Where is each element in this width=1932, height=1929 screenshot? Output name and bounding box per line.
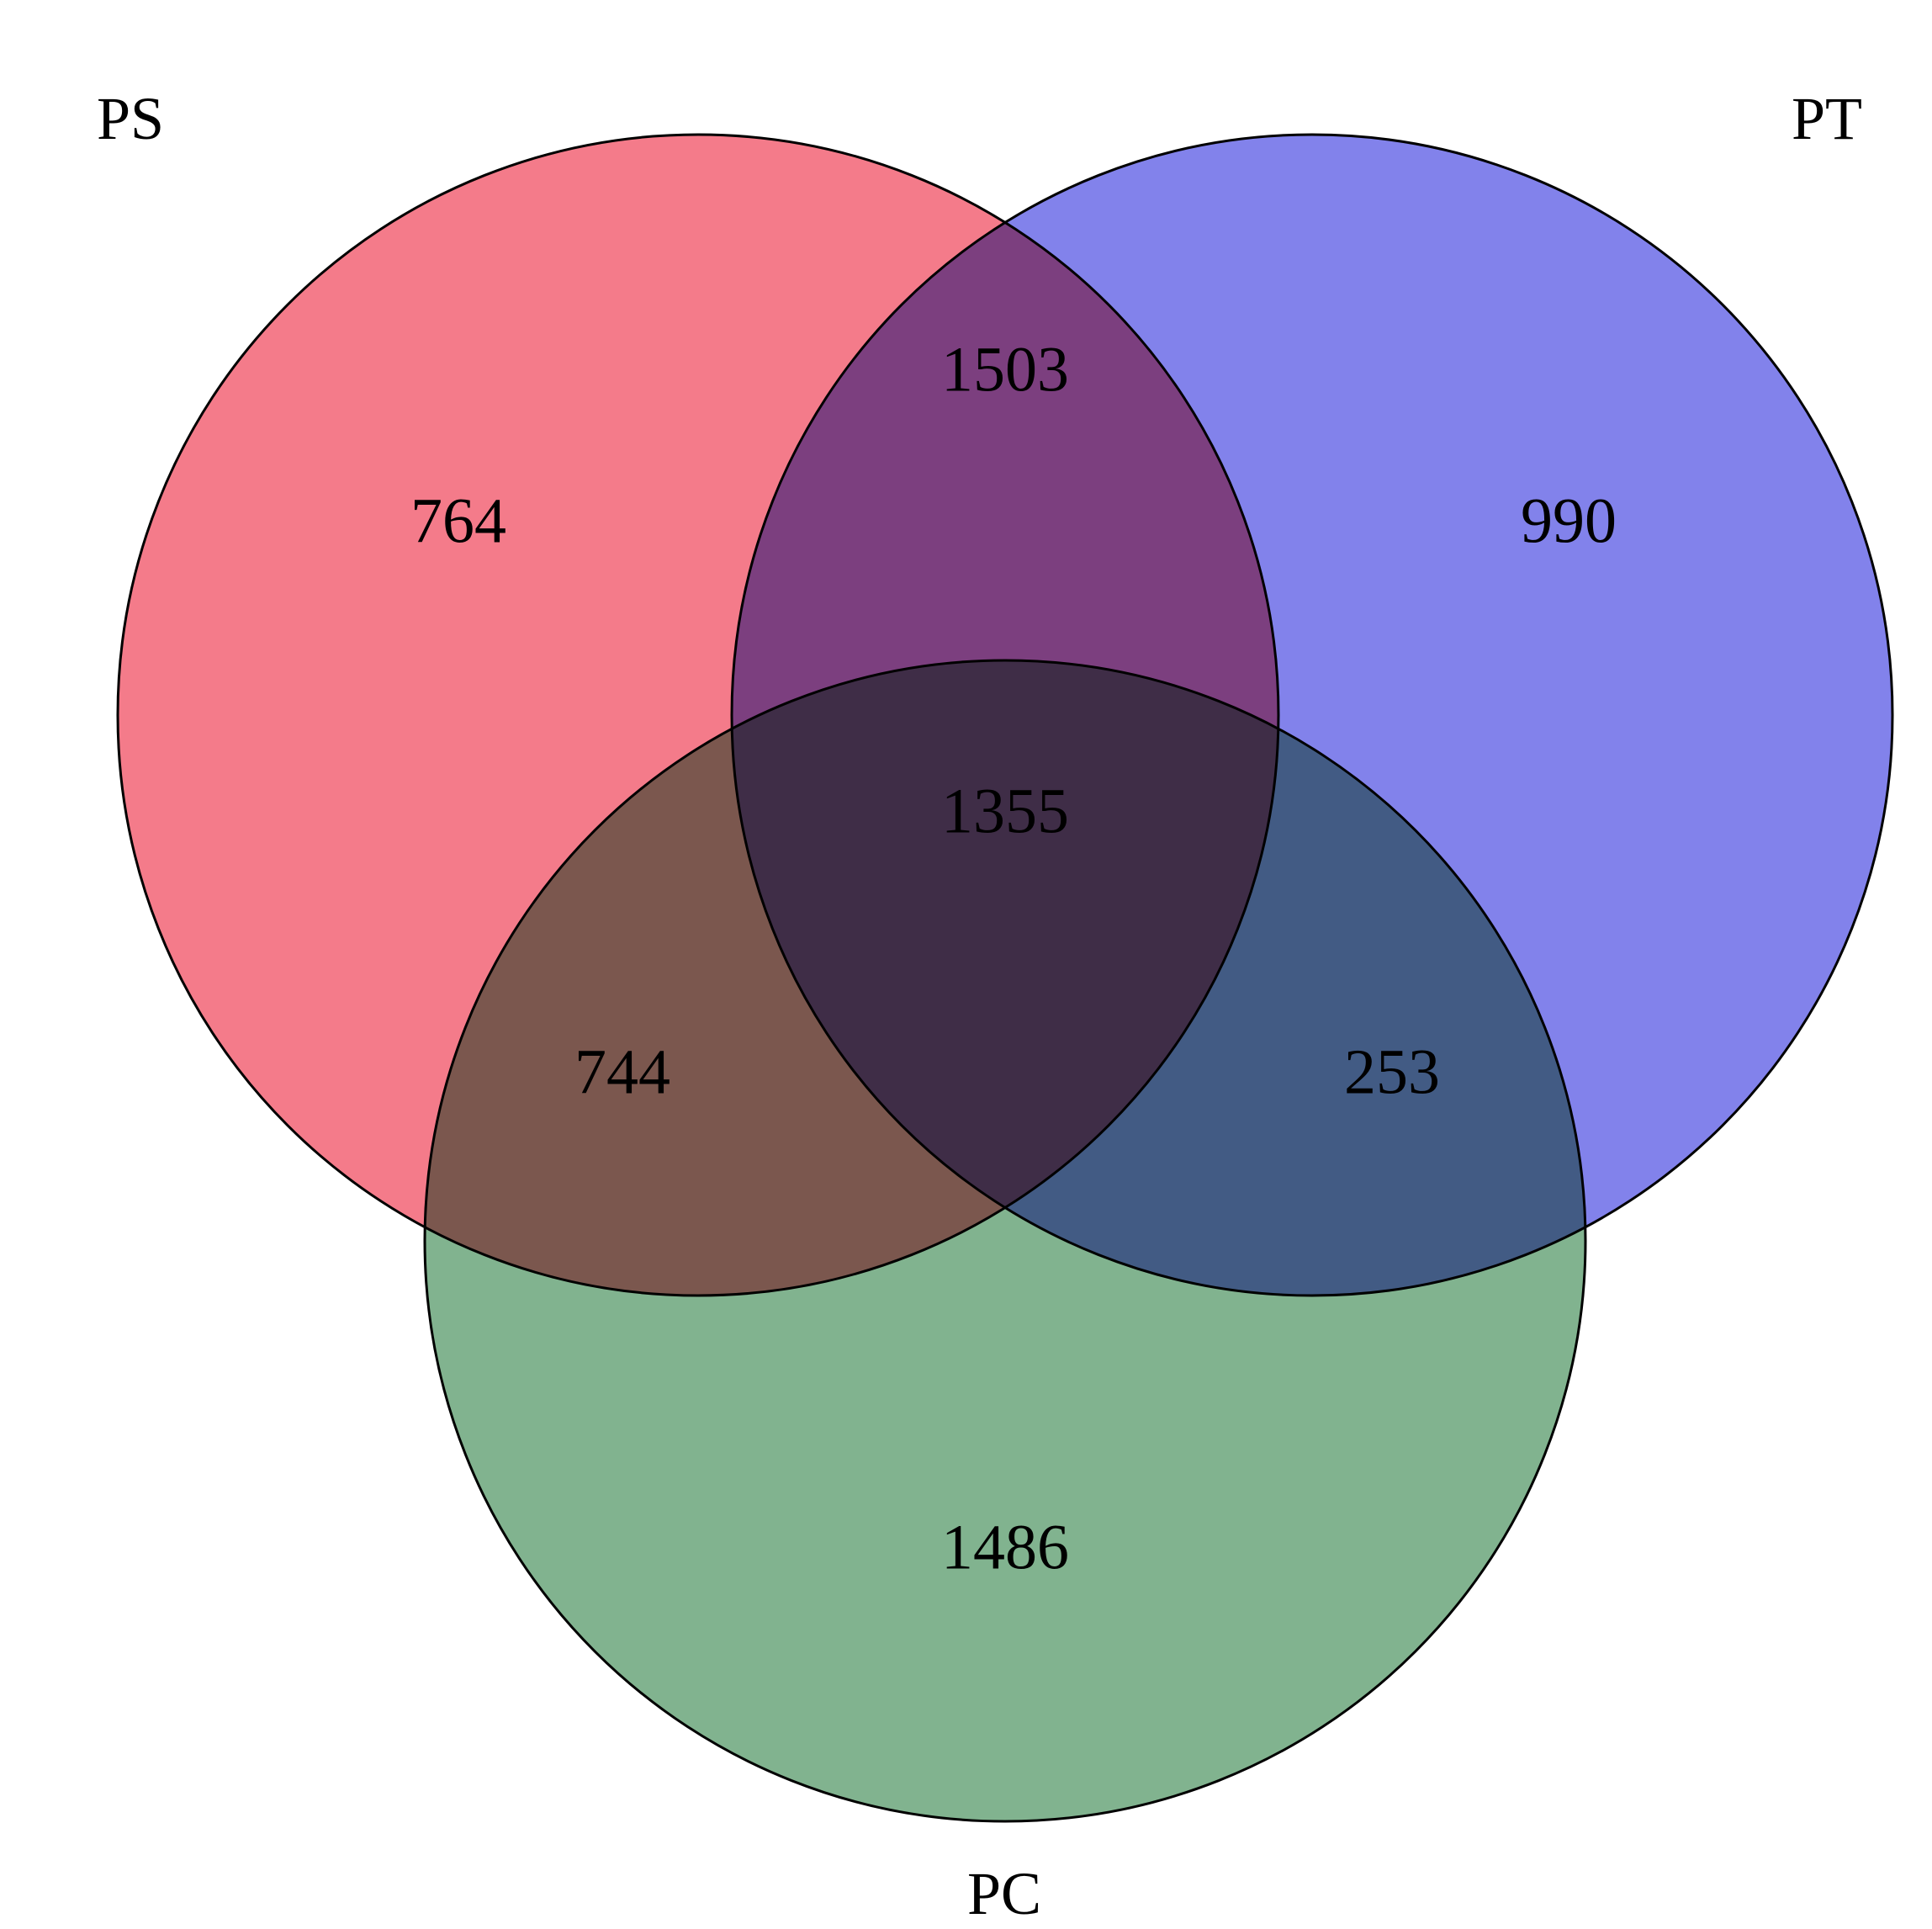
label-ps: PS [97,84,164,154]
venn-svg [0,0,1932,1926]
label-pt: PT [1792,84,1862,154]
value-ps-pt: 1503 [941,334,1069,407]
value-pt-pc: 253 [1344,1036,1440,1110]
value-ps-pc: 744 [574,1036,670,1110]
value-all: 1355 [941,776,1069,849]
value-pc-only: 1486 [941,1512,1069,1585]
label-pc: PC [967,1859,1041,1929]
venn-diagram: PS PT PC 764 990 1486 1503 744 253 1355 [0,0,1932,1926]
value-ps-only: 764 [410,485,506,559]
value-pt-only: 990 [1521,485,1617,559]
